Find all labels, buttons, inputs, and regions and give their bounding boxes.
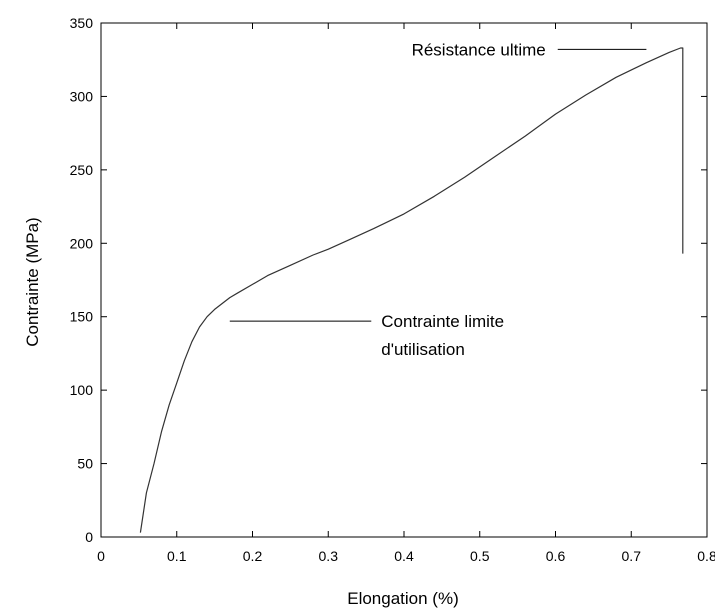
ticks: 0 0.1 0.2 0.3 0.4 0.5 0.6 0.7 0.8 0 50 100 150 200 250… (70, 15, 715, 564)
y-axis-label: Contrainte (MPa) (23, 217, 42, 346)
annotations: Résistance ultime Contrainte limite d'util… (229, 40, 647, 359)
stress-strain-curve (139, 47, 684, 533)
x-tick-label: 0.5 (470, 548, 490, 564)
x-tick-label: 0.1 (167, 548, 187, 564)
x-tick-label: 0 (97, 548, 105, 564)
annotation-label: Résistance ultime (412, 40, 546, 59)
x-tick-label: 0.8 (697, 548, 715, 564)
y-tick-label: 200 (70, 235, 94, 251)
y-tick-label: 300 (70, 88, 94, 104)
series (139, 47, 684, 533)
x-tick-label: 0.6 (546, 548, 566, 564)
y-tick-label: 50 (77, 456, 93, 472)
y-tick-label: 250 (70, 162, 94, 178)
y-tick-label: 350 (70, 15, 94, 31)
axes (100, 22, 708, 538)
annotation-label: d'utilisation (381, 340, 465, 359)
x-tick-label: 0.7 (622, 548, 642, 564)
annotation-label: Contrainte limite (381, 312, 504, 331)
x-tick-label: 0.3 (319, 548, 339, 564)
x-tick-label: 0.4 (394, 548, 414, 564)
y-tick-label: 0 (85, 529, 93, 545)
y-tick-label: 100 (70, 382, 94, 398)
x-tick-label: 0.2 (243, 548, 263, 564)
y-tick-label: 150 (70, 309, 94, 325)
plot-frame (100, 22, 708, 538)
x-axis-label: Elongation (%) (347, 589, 459, 608)
